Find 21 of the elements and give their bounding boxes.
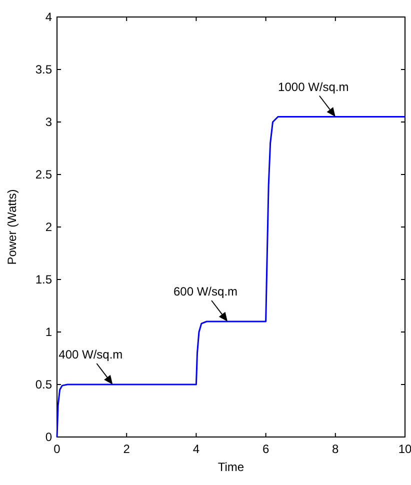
x-tick-label: 2 (123, 442, 130, 456)
y-tick-label: 3.5 (35, 62, 52, 76)
y-tick-label: 2 (45, 220, 52, 234)
y-tick-label: 0 (45, 430, 52, 444)
x-tick-label: 8 (332, 442, 340, 456)
y-tick-label: 0.5 (35, 378, 52, 392)
y-axis-title: Power (Watts) (5, 189, 19, 265)
annotation: 600 W/sq.m (174, 284, 238, 298)
x-tick-label: 10 (398, 442, 411, 456)
y-tick-label: 1 (45, 325, 52, 339)
x-tick-label: 4 (192, 442, 200, 456)
x-axis-title: Time (218, 460, 244, 474)
x-tick-label: 6 (262, 442, 270, 456)
y-tick-label: 3 (45, 115, 52, 129)
y-tick-label: 2.5 (35, 168, 52, 182)
annotation: 400 W/sq.m (58, 348, 123, 362)
y-tick-label: 1.5 (35, 272, 52, 286)
line-series (56, 116, 406, 438)
annotation: 1000 W/sq.m (278, 80, 349, 94)
y-tick-label: 4 (45, 10, 52, 24)
x-tick-label: 0 (54, 442, 61, 456)
